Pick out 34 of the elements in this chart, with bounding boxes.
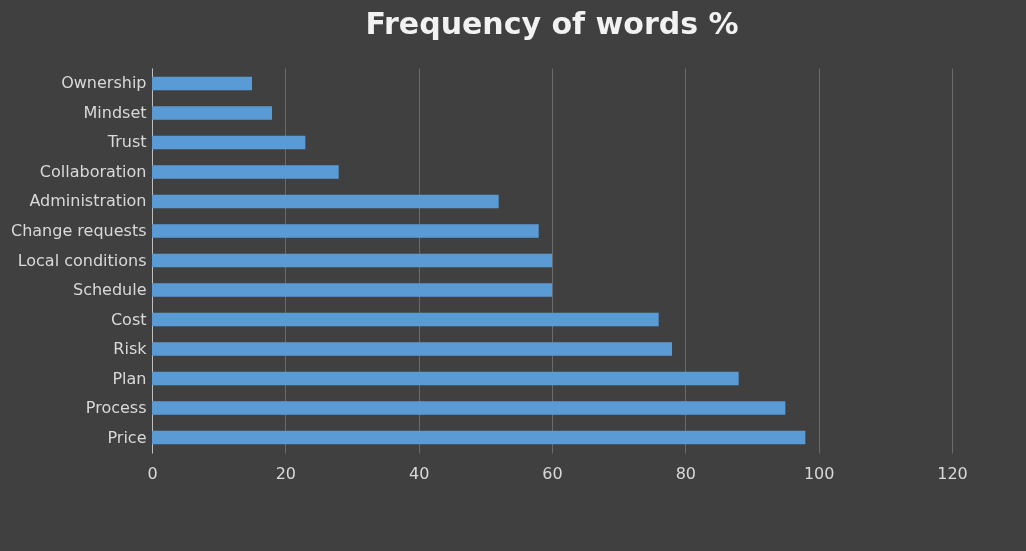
bar [152, 401, 786, 415]
y-tick-label: Mindset [83, 102, 147, 122]
y-tick-label: Change requests [11, 221, 147, 240]
x-tick-label: 20 [275, 463, 297, 483]
bar [152, 165, 339, 179]
y-tick-label: Collaboration [39, 161, 147, 181]
chart-title: Frequency of words % [365, 6, 739, 41]
x-tick-label: 120 [937, 463, 968, 483]
bar [152, 253, 552, 268]
bar [152, 371, 739, 386]
y-tick-label: Ownership [61, 73, 147, 93]
x-tick-label: 0 [147, 463, 158, 483]
bar [152, 312, 659, 327]
y-tick-label: Cost [110, 309, 147, 329]
bar [152, 283, 552, 297]
x-tick-label: 40 [408, 463, 430, 483]
x-tick-label: 100 [803, 463, 835, 483]
y-tick-label: Administration [29, 191, 147, 211]
y-tick-label: Risk [113, 339, 148, 359]
bar [152, 430, 806, 445]
y-tick-label: Local conditions [17, 250, 147, 270]
y-tick-label: Schedule [72, 280, 147, 299]
bar [152, 224, 539, 238]
y-tick-label: Plan [112, 368, 147, 388]
bar [152, 135, 306, 150]
x-tick-label: 60 [542, 463, 563, 483]
y-tick-label: Trust [106, 132, 147, 152]
x-tick-label: 80 [675, 463, 697, 483]
bar [152, 106, 272, 120]
bar [152, 342, 672, 356]
y-tick-label: Process [85, 398, 147, 418]
bar [152, 76, 252, 91]
bar [152, 194, 499, 209]
y-tick-label: Price [107, 427, 147, 447]
